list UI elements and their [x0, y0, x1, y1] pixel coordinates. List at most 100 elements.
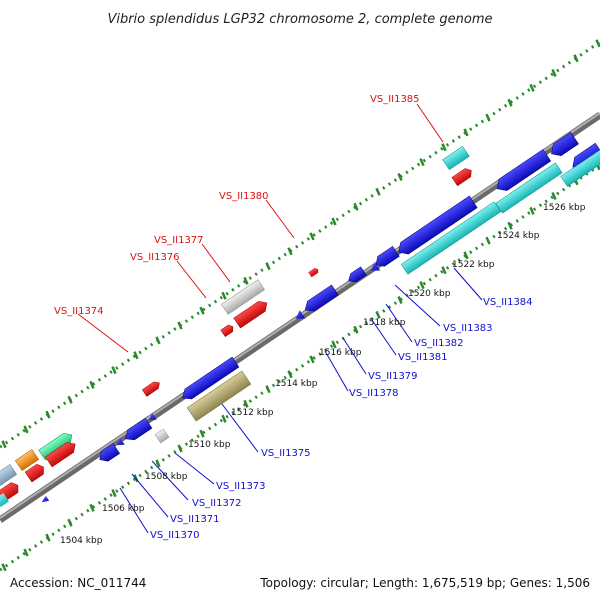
major-tick	[221, 291, 227, 300]
gene-feature[interactable]	[233, 298, 271, 329]
major-tick	[155, 336, 161, 345]
major-tick	[463, 128, 469, 137]
major-tick	[23, 425, 29, 434]
major-tick	[89, 503, 95, 512]
major-tick	[463, 251, 469, 260]
gene-feature[interactable]	[122, 417, 153, 444]
major-tick	[309, 232, 315, 241]
plus-label-leaders	[77, 103, 444, 353]
gene-feature[interactable]	[373, 245, 400, 269]
gene-feature[interactable]	[179, 356, 240, 403]
major-tick	[287, 247, 293, 256]
major-tick	[287, 370, 293, 379]
gene-label[interactable]: VS_II1382	[414, 338, 464, 349]
topology-summary: Topology: circular; Length: 1,675,519 bp…	[259, 576, 590, 590]
gene-label[interactable]: VS_II1378	[349, 388, 399, 399]
gene-label[interactable]: VS_II1376	[130, 252, 180, 263]
gene-feature[interactable]	[368, 262, 381, 275]
gene-label[interactable]: VS_II1377	[154, 235, 204, 246]
gene-feature[interactable]	[114, 438, 125, 449]
gene-label[interactable]: VS_II1380	[219, 191, 269, 202]
major-tick	[595, 39, 600, 48]
major-tick	[507, 221, 513, 230]
major-tick	[199, 429, 205, 438]
major-tick	[111, 489, 117, 498]
gene-label[interactable]: VS_II1381	[398, 352, 448, 363]
kbp-label: 1514 kbp	[275, 379, 318, 389]
major-tick	[441, 143, 447, 152]
gene-feature[interactable]	[346, 266, 367, 285]
gene-feature[interactable]	[186, 370, 252, 422]
gene-label[interactable]: VS_II1385	[370, 94, 420, 105]
major-tick	[551, 69, 557, 77]
gene-feature[interactable]	[302, 284, 339, 315]
gene-label[interactable]: VS_II1384	[483, 297, 533, 308]
major-tick	[45, 533, 51, 542]
kbp-label: 1510 kbp	[188, 440, 231, 450]
gene-label[interactable]: VS_II1371	[170, 514, 220, 525]
major-tick	[529, 83, 535, 92]
gene-label[interactable]: VS_II1370	[150, 530, 200, 541]
major-tick	[485, 236, 491, 245]
major-tick	[243, 399, 249, 408]
gene-feature[interactable]	[221, 279, 265, 315]
gene-feature[interactable]	[154, 428, 170, 444]
kbp-labels: 1504 kbp 1506 kbp 1508 kbp 1510 kbp 1512…	[60, 203, 586, 546]
gene-feature[interactable]	[141, 380, 161, 397]
minus-label-leaders	[119, 267, 483, 534]
gene-feature[interactable]	[442, 145, 470, 171]
major-tick	[397, 173, 403, 181]
gene-label[interactable]: VS_II1372	[192, 498, 242, 509]
gene-label[interactable]: VS_II1383	[443, 323, 493, 334]
gene-feature[interactable]	[96, 443, 120, 464]
major-tick	[331, 217, 337, 226]
gene-label[interactable]: VS_II1379	[368, 371, 418, 382]
kbp-label: 1522 kbp	[452, 260, 495, 270]
major-tick	[309, 355, 315, 364]
gene-feature[interactable]	[38, 430, 76, 461]
gene-feature[interactable]	[547, 132, 579, 159]
major-tick	[45, 410, 51, 419]
gene-label[interactable]: VS_II1375	[261, 448, 311, 459]
major-tick	[199, 306, 205, 315]
gene-feature[interactable]	[308, 267, 320, 278]
gene-feature[interactable]	[220, 323, 235, 338]
major-tick	[353, 202, 359, 211]
major-tick	[551, 192, 557, 200]
major-tick	[375, 187, 381, 196]
gene-feature[interactable]	[15, 449, 39, 471]
major-tick	[1, 563, 7, 572]
major-tick	[397, 296, 403, 304]
gene-feature[interactable]	[146, 413, 157, 424]
major-ticks	[1, 39, 600, 572]
major-tick	[353, 325, 359, 334]
major-tick	[177, 321, 183, 330]
gene-feature[interactable]	[293, 310, 306, 323]
major-tick	[177, 444, 183, 453]
kbp-label: 1516 kbp	[319, 348, 362, 358]
major-tick	[441, 266, 447, 275]
gene-feature[interactable]	[0, 464, 17, 486]
kbp-label: 1524 kbp	[497, 231, 540, 241]
gene-feature[interactable]	[560, 149, 600, 187]
inner-tick-line	[0, 163, 600, 572]
gene-feature[interactable]	[0, 493, 9, 507]
gene-feature[interactable]	[400, 201, 502, 275]
gene-feature[interactable]	[495, 162, 563, 214]
gene-feature[interactable]	[493, 149, 552, 194]
gene-label[interactable]: VS_II1373	[216, 481, 266, 492]
gene-label[interactable]: VS_II1374	[54, 306, 104, 317]
major-tick	[265, 385, 271, 394]
kbp-label: 1506 kbp	[102, 504, 145, 514]
accession-text: Accession: NC_011744	[10, 576, 146, 590]
major-tick	[485, 113, 491, 122]
gene-feature[interactable]	[24, 462, 47, 483]
major-tick	[67, 395, 73, 404]
major-tick	[243, 276, 249, 285]
gene-feature[interactable]	[395, 195, 478, 258]
kbp-label: 1512 kbp	[231, 408, 274, 418]
major-tick	[221, 414, 227, 423]
gene-feature[interactable]	[451, 166, 474, 187]
gene-feature[interactable]	[40, 495, 50, 505]
gene-feature[interactable]	[45, 439, 78, 468]
